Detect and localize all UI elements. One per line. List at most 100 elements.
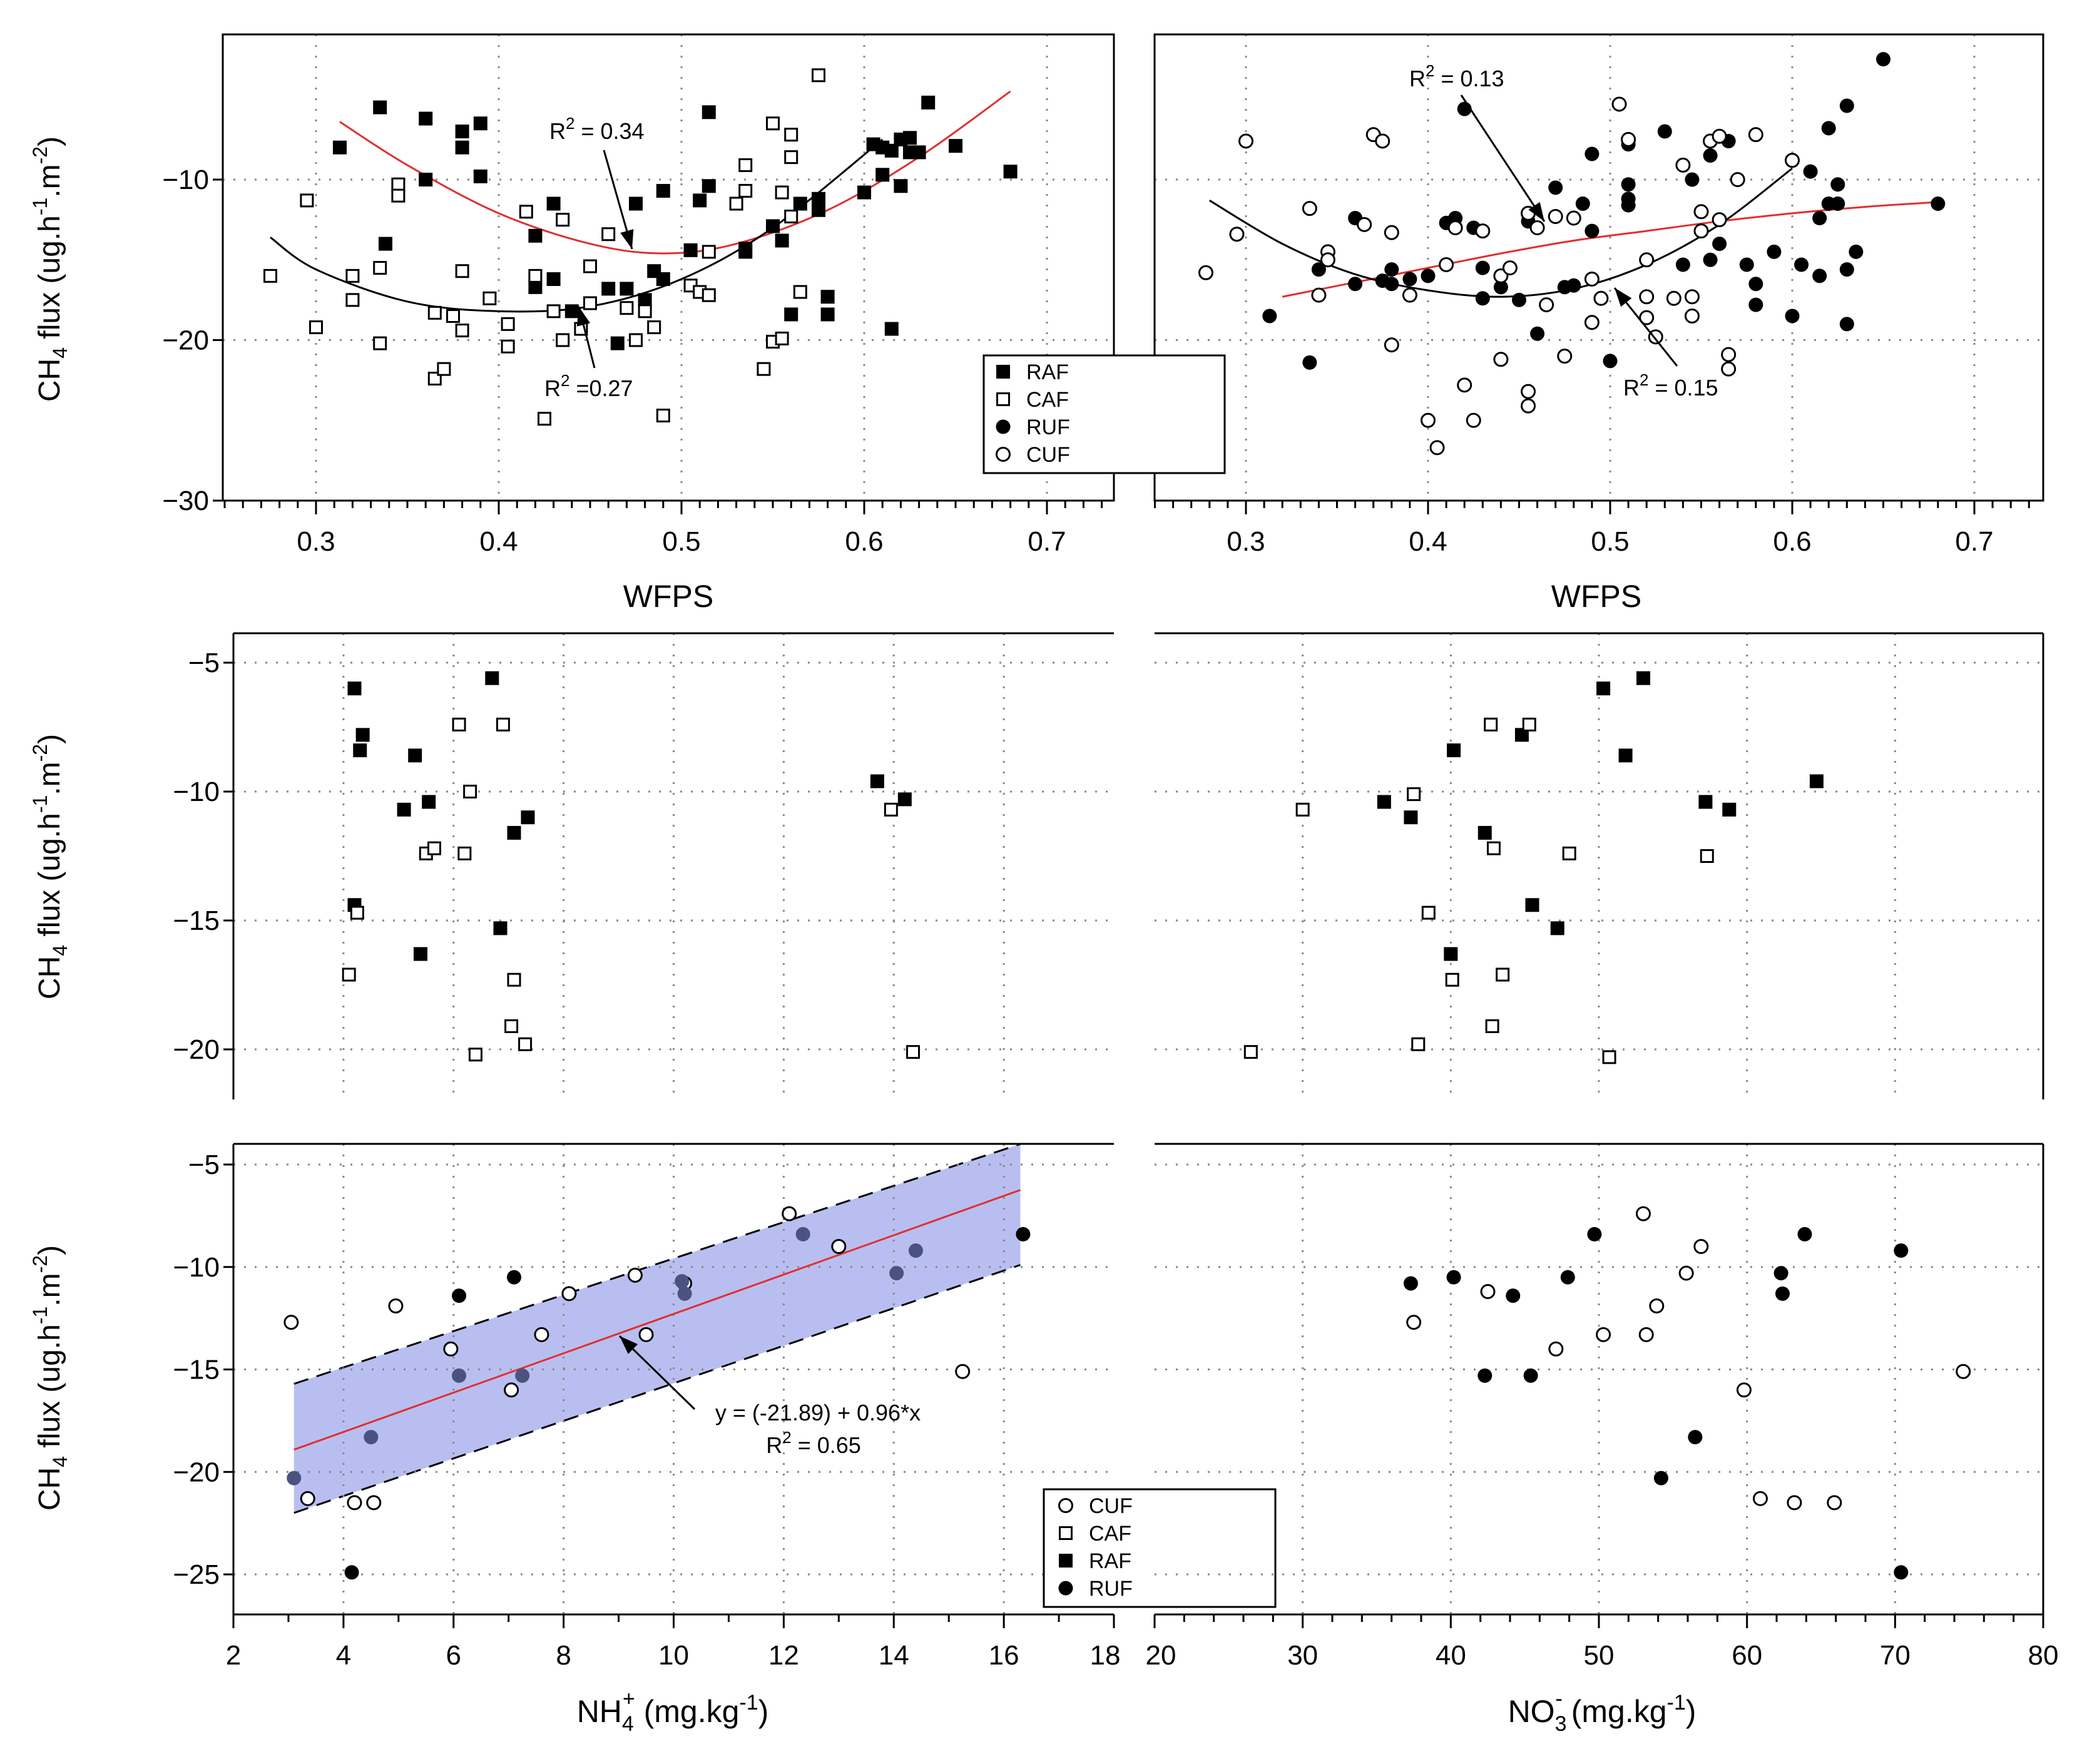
data-point-raf — [897, 792, 912, 807]
y-tick-label: −10 — [162, 165, 209, 195]
data-point-ruf — [1703, 252, 1718, 267]
data-point-caf — [1485, 1019, 1499, 1033]
x-axis-title: WFPS — [623, 579, 713, 614]
data-point-cuf — [1480, 1284, 1496, 1300]
data-point-ruf — [1821, 121, 1836, 136]
data-point-caf — [518, 1037, 533, 1051]
data-point-raf — [629, 196, 643, 211]
data-point-raf — [702, 105, 716, 120]
data-point-caf — [496, 717, 510, 732]
data-point-cuf — [831, 1239, 847, 1254]
y-tick-label: −15 — [173, 905, 220, 936]
legend-marker-ruf — [996, 419, 1011, 434]
data-point-raf — [473, 169, 487, 183]
data-point-ruf — [1748, 297, 1763, 312]
data-point-ruf — [1685, 172, 1700, 187]
data-point-cuf — [1693, 223, 1709, 239]
data-point-ruf — [506, 1270, 521, 1285]
data-point-ruf — [452, 1368, 467, 1383]
x-tick-label: 80 — [2028, 1640, 2059, 1671]
data-point-ruf — [1839, 317, 1854, 332]
data-point-caf — [884, 802, 898, 817]
data-point-caf — [263, 268, 277, 283]
x-tick-label: 8 — [556, 1640, 571, 1671]
data-point-caf — [1700, 849, 1714, 863]
data-point-cuf — [1493, 352, 1509, 367]
data-point-cuf — [1649, 1298, 1665, 1313]
data-point-ruf — [1657, 124, 1672, 139]
y-axis-title: CH4 flux (ug.h-1.m-2) — [29, 734, 71, 999]
data-point-raf — [1477, 825, 1492, 840]
data-point-cuf — [1548, 208, 1563, 224]
data-point-ruf — [1830, 177, 1845, 192]
legend-label-caf: CAF — [1026, 388, 1069, 412]
data-point-raf — [419, 173, 433, 186]
data-point-caf — [342, 967, 356, 982]
panel-no3-af — [1155, 632, 2044, 1099]
data-point-cuf — [1375, 133, 1390, 149]
annotation-arrow — [1460, 94, 1546, 222]
data-point-raf — [784, 307, 799, 322]
data-point-cuf — [1302, 201, 1317, 217]
y-axis-title: CH4 flux (ug.h-1.m-2) — [29, 1245, 71, 1511]
data-point-caf — [1522, 717, 1536, 732]
x-tick-label: 2 — [226, 1640, 241, 1671]
data-point-ruf — [1402, 272, 1417, 287]
legend: CUF CAF RAF RUF — [1043, 1488, 1277, 1608]
data-point-ruf — [1311, 262, 1326, 277]
data-point-ruf — [1688, 1430, 1703, 1445]
data-point-caf — [1295, 802, 1310, 817]
data-point-raf — [332, 140, 347, 155]
data-point-cuf — [443, 1341, 459, 1357]
data-point-caf — [452, 717, 466, 732]
data-point-caf — [1243, 1045, 1258, 1059]
data-point-caf — [391, 177, 406, 191]
data-point-caf — [1496, 967, 1510, 982]
data-point-caf — [906, 1045, 921, 1059]
legend-marker-raf — [1059, 1554, 1073, 1568]
x-tick-label: 40 — [1436, 1640, 1466, 1671]
data-point-ruf — [1566, 278, 1581, 293]
data-point-raf — [408, 748, 422, 763]
legend-label-raf: RAF — [1089, 1549, 1131, 1573]
data-point-ruf — [1421, 268, 1436, 283]
data-point-cuf — [1429, 440, 1445, 456]
panel-wfps-af: −30 −20 −10 0.3 0.4 0.5 0.6 0.7 WFPS R2 = 0.34 R2 … — [29, 33, 1115, 614]
x-tick-label: 0.6 — [1773, 526, 1811, 557]
data-point-raf — [353, 743, 367, 758]
data-point-cuf — [1521, 384, 1536, 399]
data-point-ruf — [1575, 196, 1590, 211]
legend-label-ruf: RUF — [1089, 1577, 1133, 1601]
data-point-raf — [683, 243, 698, 257]
data-point-raf — [413, 947, 427, 961]
data-point-ruf — [1812, 211, 1827, 226]
y-tick-label: −10 — [173, 777, 220, 807]
data-point-caf — [437, 362, 451, 376]
data-point-raf — [347, 681, 362, 696]
data-point-cuf — [1785, 153, 1800, 168]
data-point-raf — [656, 272, 670, 287]
legend-marker-caf — [996, 392, 1010, 406]
data-point-ruf — [1675, 257, 1690, 272]
data-point-cuf — [1529, 220, 1545, 235]
data-point-raf — [702, 179, 716, 193]
data-point-cuf — [561, 1286, 577, 1302]
data-point-ruf — [1894, 1565, 1909, 1580]
data-point-cuf — [1712, 128, 1727, 144]
data-point-caf — [507, 972, 521, 987]
data-point-cuf — [782, 1206, 797, 1221]
data-point-caf — [757, 362, 771, 376]
data-point-raf — [1809, 774, 1824, 788]
data-point-ruf — [1931, 196, 1946, 211]
data-point-ruf — [1775, 1286, 1790, 1301]
x-tick-label: 0.4 — [1409, 526, 1447, 557]
data-point-caf — [812, 68, 825, 83]
data-point-ruf — [1530, 326, 1545, 341]
data-point-cuf — [1678, 1265, 1694, 1281]
x-axis-title: NO3- (mg.kg-1) — [1508, 1687, 1697, 1736]
data-point-cuf — [955, 1364, 971, 1379]
data-point-caf — [309, 320, 323, 334]
legend-box — [1043, 1488, 1277, 1608]
data-point-ruf — [1384, 277, 1399, 292]
data-point-caf — [738, 183, 753, 198]
